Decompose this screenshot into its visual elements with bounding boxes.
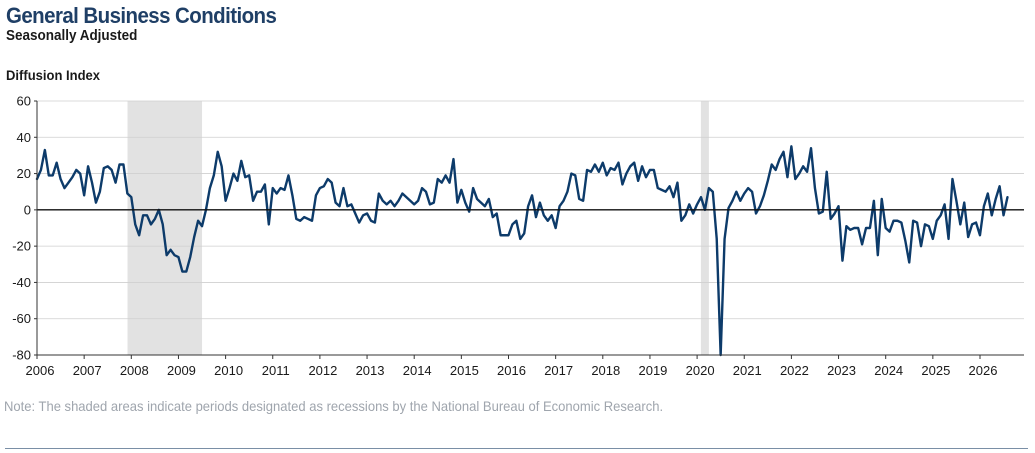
y-tick-label: 40 xyxy=(17,130,31,145)
y-tick-labels: 60 40 20 0 -20 -40 -60 -80 xyxy=(12,94,37,363)
x-tick-label: 2023 xyxy=(827,363,856,378)
gridlines xyxy=(37,100,1024,320)
x-tick-label: 2020 xyxy=(686,363,715,378)
recession-note: Note: The shaded areas indicate periods … xyxy=(4,398,664,414)
x-tick-label: 2012 xyxy=(308,363,337,378)
x-tick-label: 2006 xyxy=(26,363,55,378)
y-tick-label: -20 xyxy=(12,239,31,254)
y-tick-label: 60 xyxy=(17,94,31,109)
x-tick-label: 2010 xyxy=(214,363,243,378)
recession-band-1 xyxy=(127,101,203,355)
y-tick-label: -40 xyxy=(12,275,31,290)
x-tick-label: 2008 xyxy=(120,363,149,378)
chart-title: General Business Conditions xyxy=(6,3,277,28)
x-tick-label: 2015 xyxy=(450,363,479,378)
x-tick-label: 2013 xyxy=(356,363,385,378)
x-tick-label: 2007 xyxy=(73,363,102,378)
axes xyxy=(36,101,1024,356)
x-tick-label: 2026 xyxy=(969,363,998,378)
chart-subtitle: Seasonally Adjusted xyxy=(6,28,138,44)
x-tick-label: 2021 xyxy=(733,363,762,378)
x-tick-label: 2025 xyxy=(921,363,950,378)
y-tick-label: 0 xyxy=(24,202,31,217)
y-tick-label: 20 xyxy=(17,166,31,181)
diffusion-index-chart: 60 40 20 0 -20 -40 -60 -80 2006 2007 2008 2009 2010… xyxy=(12,94,1024,378)
y-axis-label: Diffusion Index xyxy=(6,67,101,83)
y-tick-label: -60 xyxy=(12,311,31,326)
x-tick-label: 2016 xyxy=(497,363,526,378)
x-tick-label: 2011 xyxy=(262,363,290,378)
y-tick-label: -80 xyxy=(12,348,31,363)
recession-band-2 xyxy=(700,101,709,355)
series-line-group xyxy=(35,145,1009,357)
x-tick-label: 2017 xyxy=(544,363,573,378)
x-tick-labels: 2006 2007 2008 2009 2010 2011 2012 2013 2014 2015… xyxy=(26,355,998,378)
recession-shading xyxy=(127,101,709,355)
x-tick-label: 2009 xyxy=(167,363,196,378)
x-tick-label: 2022 xyxy=(780,363,809,378)
series-line-1 xyxy=(35,145,1009,357)
bottom-rule xyxy=(5,448,1028,449)
x-tick-label: 2018 xyxy=(591,363,620,378)
x-tick-label: 2024 xyxy=(874,363,903,378)
x-tick-label: 2014 xyxy=(403,363,432,378)
x-tick-label: 2019 xyxy=(638,363,667,378)
